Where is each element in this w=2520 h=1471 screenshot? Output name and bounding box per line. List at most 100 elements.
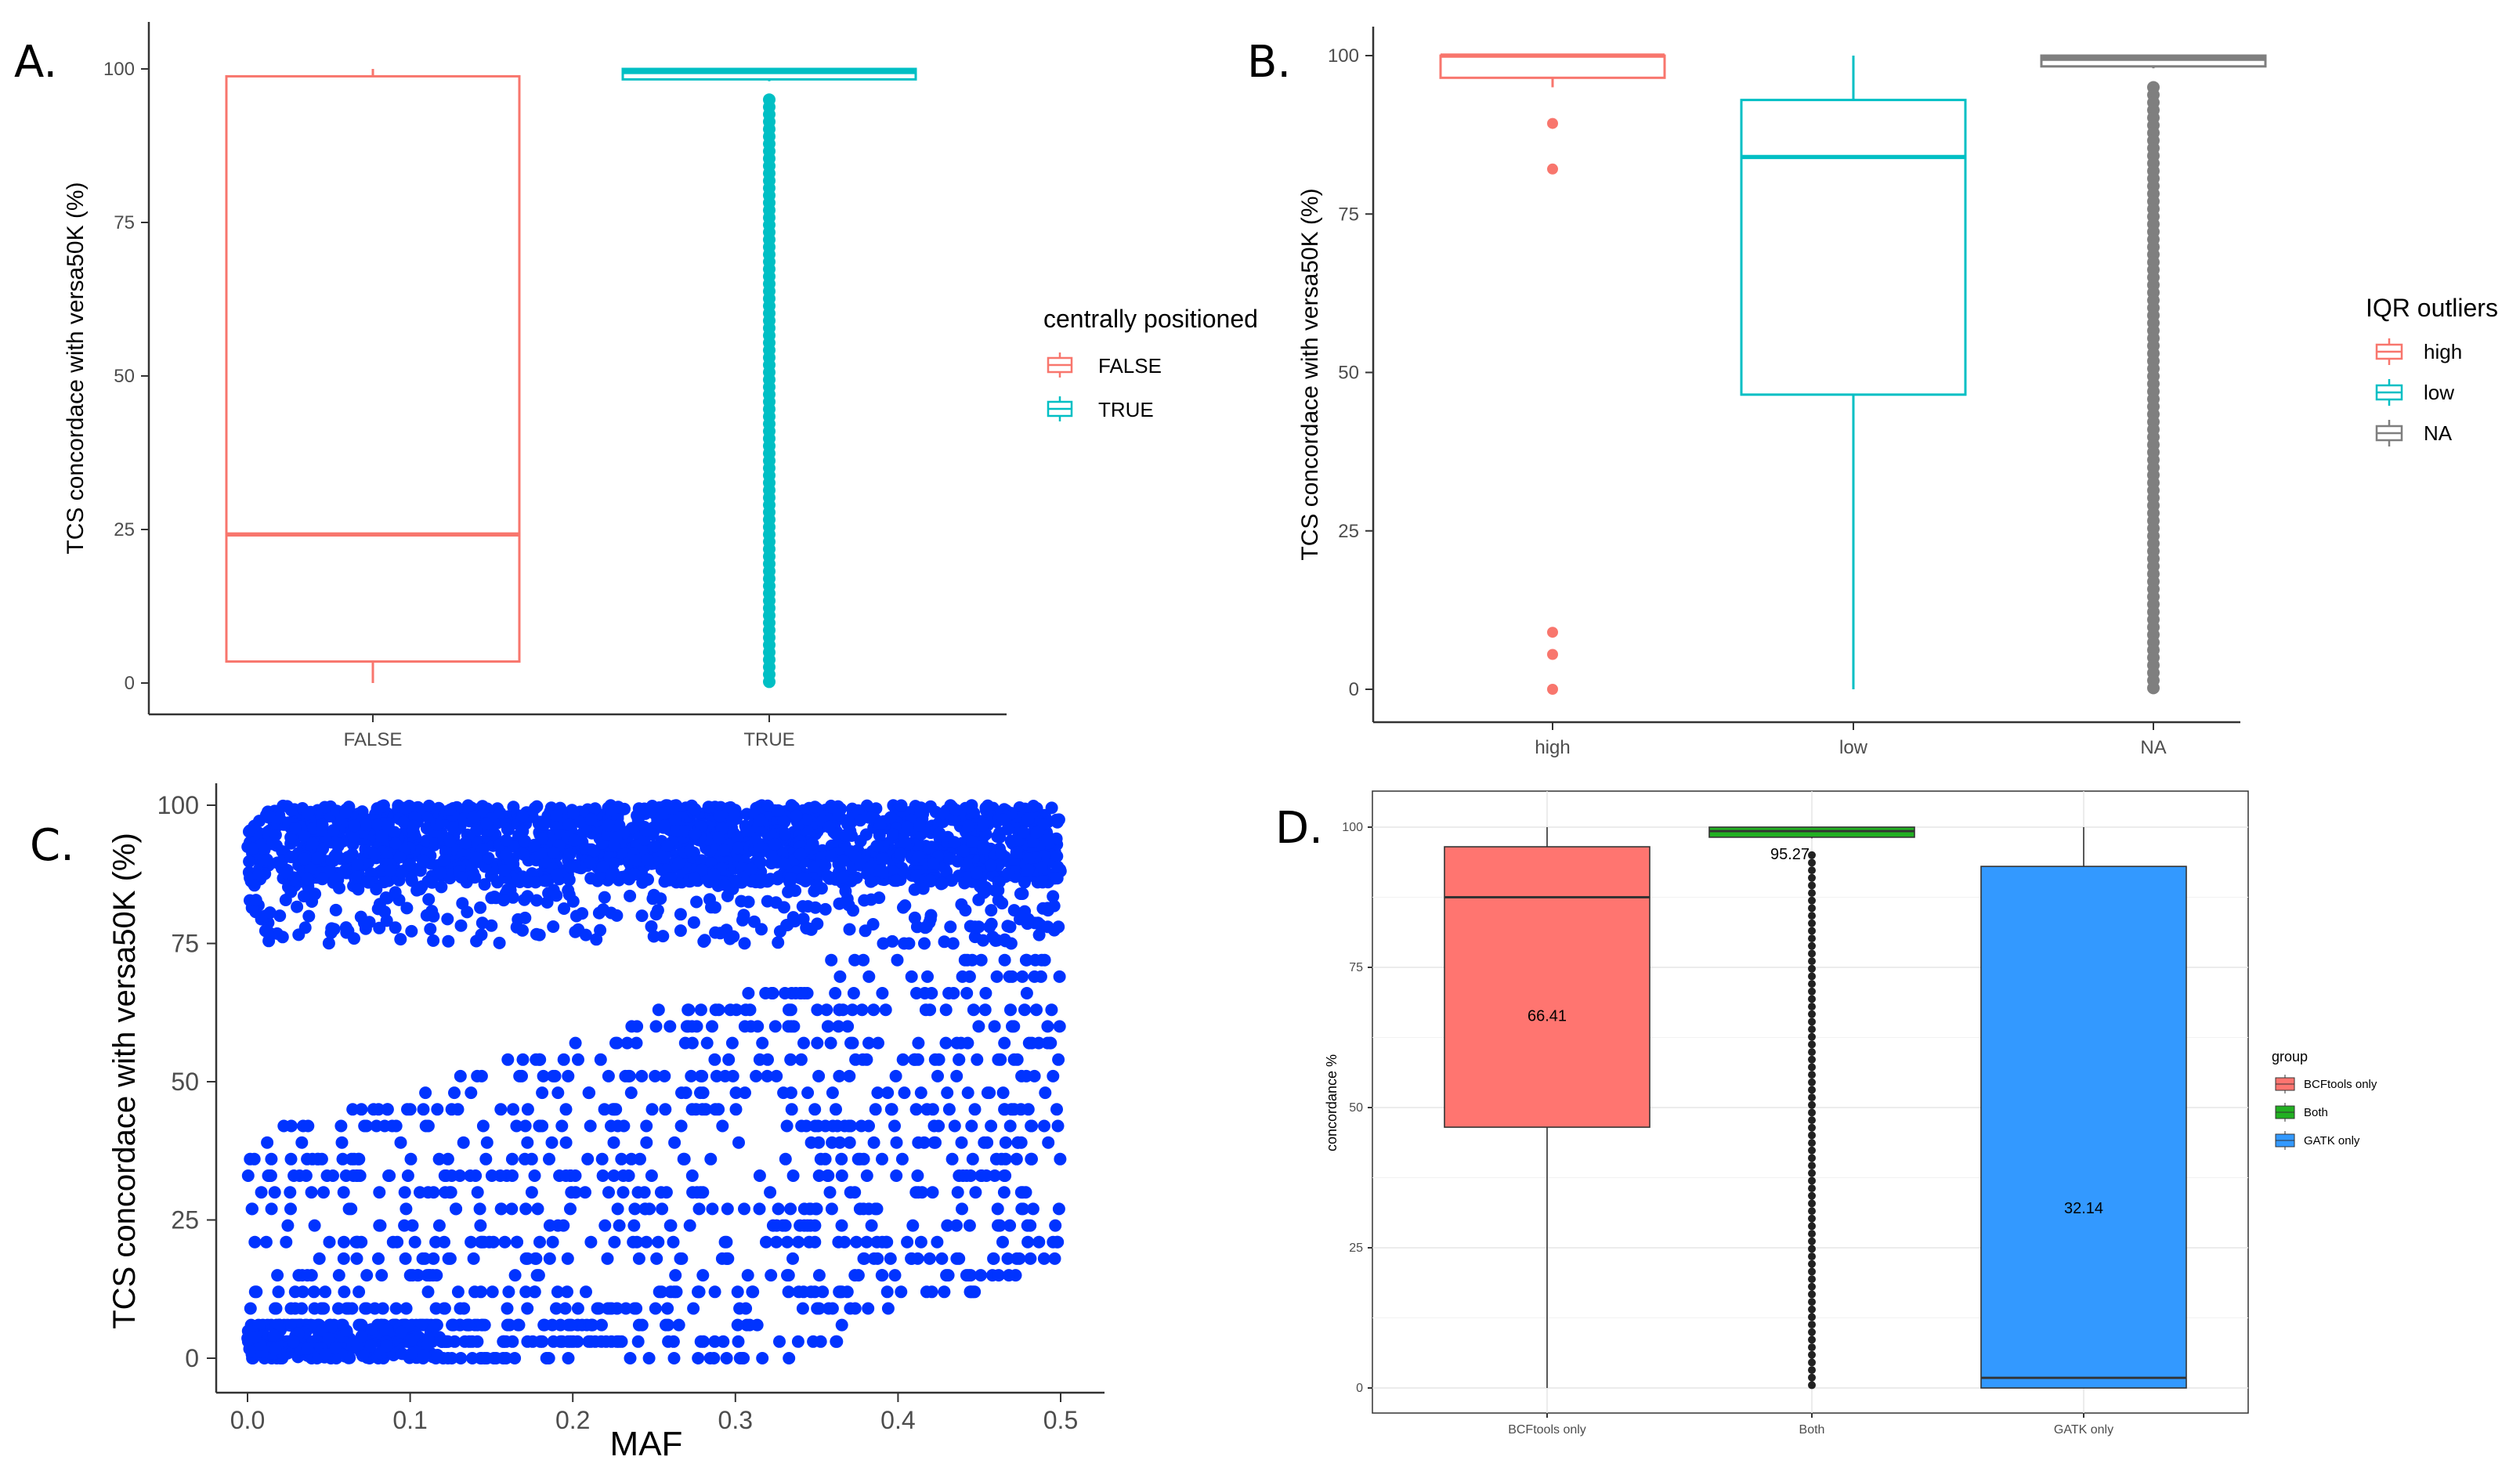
panel-c-point-2034 [908,883,921,896]
panel-c-point-2695 [678,1152,691,1166]
panel-c-point-3134 [896,1053,909,1066]
panel-c-point-1708 [712,831,725,844]
panel-c-point-2130 [454,1352,468,1364]
panel-c-point-2672 [501,1302,514,1315]
panel-c-point-2156 [860,1235,873,1249]
panel-c-point-2691 [685,1169,699,1182]
panel-c-point-2014 [389,886,402,899]
panel-c-point-2713 [308,1302,321,1315]
panel-c-point-2252 [729,1103,743,1116]
panel-c-point-2278 [996,1086,1010,1100]
panel-c-point-3086 [910,920,924,934]
panel-c-point-1587 [384,864,397,877]
panel-c-point-3064 [480,1352,494,1364]
panel-d-box-both-outlier-19 [1808,995,1816,1003]
panel-b-box-na-outlier-79 [2147,681,2160,695]
panel-c-point-3047 [284,1152,298,1166]
panel-c-point-2025 [858,894,871,907]
panel-c-point-1366 [247,842,260,855]
panel-c-point-2053 [1021,913,1035,926]
panel-b-x-tick-label-0: high [1535,737,1570,758]
panel-c-point-2482 [269,1302,282,1315]
panel-d-legend-label-bcftools: BCFtools only [2304,1078,2377,1091]
panel-c-point-1419 [717,844,730,857]
panel-b-y-tick-label-0: 0 [1349,679,1359,700]
panel-c-point-3050 [416,1252,429,1265]
panel-c-point-2119 [672,1318,685,1332]
panel-c-point-2646 [683,1219,696,1232]
panel-c-point-3002 [950,1036,964,1050]
panel-d-box-both-outlier-30 [1808,1078,1816,1086]
panel-c-point-3101 [844,1036,857,1050]
panel-c-point-2658 [1025,1152,1038,1166]
panel-c-point-3149 [791,1335,804,1348]
panel-c-point-2510 [888,1269,902,1282]
panel-c-point-3369 [248,1331,262,1344]
panel-c-point-2854 [259,1235,273,1249]
panel-c-point-2238 [551,1285,564,1299]
panel-c-point-2618 [931,1235,944,1249]
panel-c-point-1998 [521,890,534,903]
panel-c-point-2824 [751,1020,765,1033]
panel-c-point-1978 [782,885,795,898]
panel-c-point-2700 [1037,1252,1050,1265]
panel-c-point-3376 [322,1332,335,1346]
panel-c-point-1904 [435,880,448,894]
panel-c-point-2971 [406,1269,419,1282]
panel-c-point-2682 [342,1202,356,1216]
panel-c-point-2782 [521,1335,534,1348]
panel-a-y-ticks: 0 25 50 75 100 [103,59,149,694]
panel-c-point-1787 [565,860,578,873]
panel-c-point-1758 [913,850,926,863]
panel-c-point-1650 [244,824,257,837]
panel-d-y-ticks: 0 25 50 75 100 [1342,821,1372,1395]
panel-c-point-2914 [750,1318,764,1332]
panel-c-point-2928 [649,1069,662,1082]
panel-c-point-2467 [841,1020,855,1033]
panel-c-point-2149 [929,1136,942,1149]
panel-c-point-2035 [421,875,435,888]
panel-c-point-3145 [381,1103,394,1116]
panel-c-point-2816 [993,1219,1007,1232]
panel-b-y-tick-label-1: 25 [1338,521,1359,542]
panel-c-point-1482 [689,803,702,816]
panel-c-point-2753 [537,1069,550,1082]
panel-c-point-1490 [898,836,912,848]
panel-b: B. 0 25 50 75 100 high low NA TCS concordace w… [1247,27,2498,758]
panel-c-point-1771 [913,819,926,832]
panel-c-point-2095 [905,970,918,983]
panel-c-point-2557 [543,1252,556,1265]
panel-c-point-1542 [894,848,907,861]
panel-c-point-1109 [420,834,433,848]
panel-c-x-ticks: 0.0 0.1 0.2 0.3 0.4 0.5 [230,1393,1078,1434]
panel-c-point-1938 [493,936,506,949]
panel-d-y-tick-label-1: 25 [1349,1241,1363,1255]
panel-c-point-2332 [909,1103,923,1116]
panel-c-point-1709 [688,872,701,885]
panel-c: C. 0 25 50 75 100 0.0 0.1 0.2 0.3 0.4 0.5 TCS con… [30,783,1105,1463]
panel-c-point-1927 [425,905,439,918]
panel-c-point-1693 [678,825,692,838]
panel-c-point-2071 [338,1285,351,1299]
panel-c-point-2066 [401,1169,414,1182]
panel-d-box-both-outlier-65 [1808,1343,1816,1352]
panel-c-point-1418 [1018,876,1031,889]
panel-c-point-2654 [241,1169,255,1182]
panel-c-point-1851 [674,924,687,938]
panel-c-point-2823 [1030,1003,1043,1017]
panel-c-point-1879 [992,894,1005,907]
panel-c-point-3033 [631,1020,644,1033]
panel-c-point-3104 [770,1219,783,1232]
panel-b-boxes [1439,53,2267,695]
panel-c-point-2058 [497,894,510,907]
panel-c-point-2727 [876,1269,889,1282]
panel-c-point-2852 [950,1219,963,1232]
panel-c-point-3127 [947,987,960,999]
panel-c-point-2475 [811,1003,824,1017]
panel-c-point-3133 [895,1285,908,1299]
panel-c-point-3075 [444,1186,457,1199]
panel-c-point-3025 [1041,1020,1054,1033]
panel-d-box-both-mean-label: 95.27 [1770,846,1810,863]
panel-c-point-2045 [427,934,440,947]
panel-c-point-1973 [270,927,284,940]
